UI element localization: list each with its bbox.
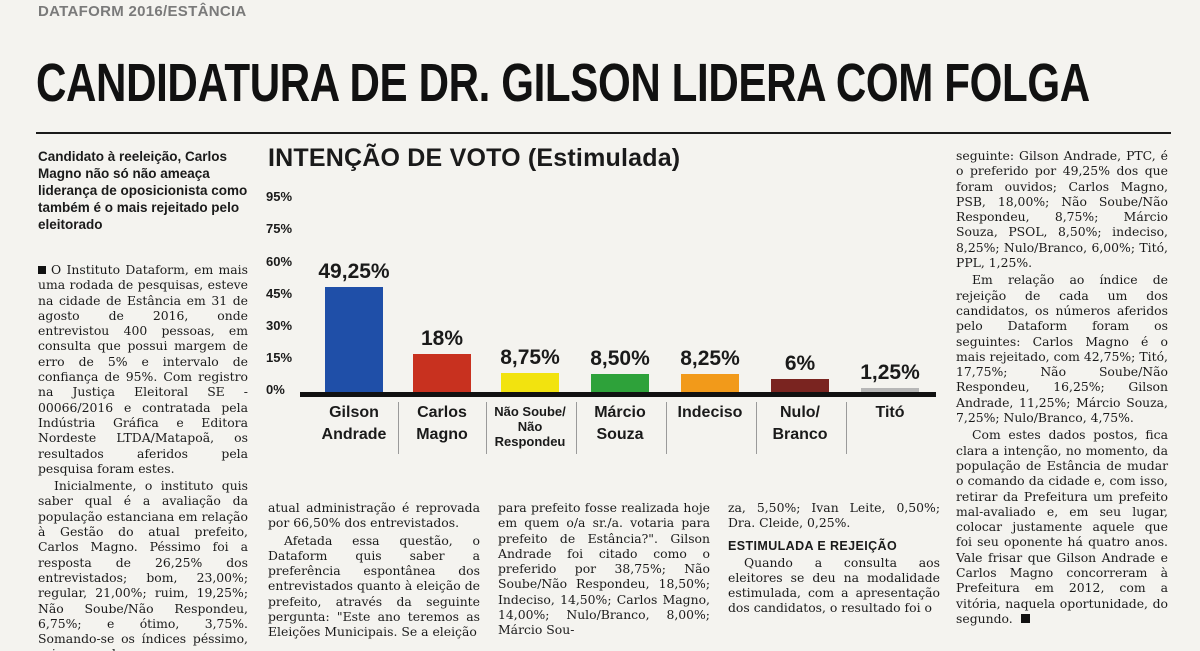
bar-value-label: 18%: [420, 326, 464, 350]
y-tick-label: 95%: [266, 189, 293, 204]
y-tick-label: 0%: [266, 382, 285, 397]
col3-paragraph-1: para prefeito fosse realizada hoje em qu…: [498, 500, 710, 638]
article-column-1: O Instituto Dataform, em mais uma rodada…: [38, 262, 248, 651]
y-tick-label: 15%: [266, 350, 293, 365]
bar-value-label: 8,50%: [590, 346, 650, 370]
col1-text-1: O Instituto Dataform, em mais uma rodada…: [38, 262, 248, 476]
bar-value-label: 49,25%: [318, 259, 390, 283]
subhead-estimulada: ESTIMULADA E REJEIÇÃO: [728, 538, 898, 553]
chart-title: INTENÇÃO DE VOTO (Estimulada): [268, 144, 681, 172]
col1-paragraph-2: Inicialmente, o instituto quis saber qua…: [38, 478, 248, 651]
category-separator: [576, 402, 577, 454]
article-column-5: seguinte: Gilson Andrade, PTC, é o prefe…: [956, 148, 1168, 628]
chart-bar: [413, 353, 471, 392]
col5-paragraph-2: Em relação ao índice de rejeição de cada…: [956, 272, 1168, 426]
category-label: Indeciso: [677, 404, 743, 421]
bar-value-label: 8,25%: [680, 347, 740, 371]
chart-bar: [681, 374, 739, 392]
article-column-2: atual administração é reprovada por 66,5…: [268, 500, 480, 642]
category-separator: [756, 402, 757, 454]
end-mark-icon: [1020, 613, 1030, 623]
col5-paragraph-1: seguinte: Gilson Andrade, PTC, é o prefe…: [956, 148, 1168, 271]
chart-baseline: [300, 392, 936, 397]
category-separator: [846, 402, 847, 454]
headline: CANDIDATURA DE DR. GILSON LIDERA COM FOL…: [36, 53, 1090, 113]
lead-paragraph: Candidato à reeleição, Carlos Magno não …: [38, 149, 248, 232]
col4-text-1: za, 5,50%; Ivan Leite, 0,50%; Dra. Cleid…: [728, 500, 940, 531]
y-tick-label: 75%: [266, 221, 293, 236]
category-label: Carlos Magno: [416, 404, 468, 443]
category-separator: [398, 402, 399, 454]
chart-bar: [501, 373, 559, 392]
bar-value-label: 1,25%: [860, 361, 920, 384]
category-separator: [486, 402, 487, 454]
col1-paragraph-1: O Instituto Dataform, em mais uma rodada…: [38, 262, 248, 476]
bar-value-label: 8,75%: [500, 346, 560, 370]
category-label: Márcio Souza: [594, 404, 646, 443]
category-label: Titó: [875, 404, 905, 421]
col2-paragraph-1: atual administração é reprovada por 66,5…: [268, 500, 480, 531]
headline-divider: [36, 132, 1171, 134]
bullet-icon: [38, 266, 46, 274]
category-label: Não Soube/Não Respondeu: [494, 404, 566, 449]
article-column-4: za, 5,50%; Ivan Leite, 0,50%; Dra. Cleid…: [728, 500, 940, 618]
category-label: Nulo/Branco: [772, 404, 828, 443]
section-kicker: DATAFORM 2016/ESTÂNCIA: [38, 3, 247, 20]
chart-bar: [325, 286, 383, 392]
y-tick-label: 45%: [266, 286, 293, 301]
chart-bar: [771, 379, 829, 392]
col4-text-2: Quando a consulta aos eleitores se deu n…: [728, 554, 940, 616]
chart-bar: [591, 373, 649, 392]
category-label: Gilson Andrade: [321, 404, 387, 443]
col5-paragraph-3: Com estes dados postos, fica clara a int…: [956, 427, 1168, 626]
col5-text-3: Com estes dados postos, fica clara a int…: [956, 427, 1168, 626]
bar-value-label: 6%: [784, 352, 816, 376]
y-tick-label: 30%: [266, 318, 293, 333]
article-column-3: para prefeito fosse realizada hoje em qu…: [498, 500, 710, 640]
category-separator: [666, 402, 667, 454]
y-tick-label: 60%: [266, 254, 293, 269]
chart-bar: [861, 388, 919, 392]
col2-paragraph-2: Afetada essa questão, o Dataform quis sa…: [268, 532, 480, 640]
